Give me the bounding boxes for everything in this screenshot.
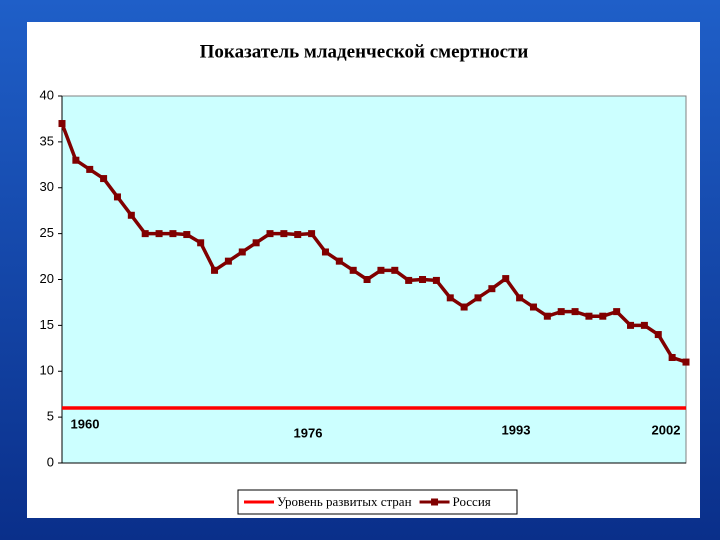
- data-point: [280, 230, 288, 238]
- data-point: [557, 308, 565, 316]
- y-tick-label: 40: [40, 87, 54, 102]
- data-point: [627, 321, 635, 329]
- data-point: [391, 266, 399, 274]
- data-point: [141, 230, 149, 238]
- data-point: [682, 358, 690, 366]
- data-point: [72, 156, 80, 164]
- data-point: [599, 312, 607, 320]
- data-point: [516, 294, 524, 302]
- plot-area: [61, 95, 687, 464]
- data-point: [502, 275, 510, 283]
- data-point: [211, 266, 219, 274]
- data-point: [58, 120, 66, 128]
- legend-label: Россия: [453, 494, 491, 509]
- y-tick-label: 30: [40, 179, 54, 194]
- data-point: [668, 353, 676, 361]
- y-tick-label: 10: [40, 363, 54, 378]
- y-tick-label: 0: [47, 454, 54, 469]
- data-point: [321, 248, 329, 256]
- data-point: [405, 276, 413, 284]
- data-point: [335, 257, 343, 265]
- data-point: [308, 230, 316, 238]
- data-point: [571, 308, 579, 316]
- data-point: [474, 294, 482, 302]
- legend-label: Уровень развитых стран: [277, 494, 412, 509]
- data-point: [86, 165, 94, 173]
- y-tick-label: 35: [40, 133, 54, 148]
- data-point: [377, 266, 385, 274]
- data-point: [238, 248, 246, 256]
- data-point: [252, 239, 260, 247]
- data-point: [446, 294, 454, 302]
- data-point: [224, 257, 232, 265]
- data-point: [183, 231, 191, 239]
- data-point: [419, 276, 427, 283]
- y-tick-label: 5: [47, 409, 54, 424]
- data-point: [113, 193, 121, 201]
- data-point: [266, 230, 274, 238]
- data-point: [100, 175, 108, 183]
- legend-box: [237, 489, 518, 515]
- series-line: [60, 122, 687, 364]
- data-point: [640, 321, 648, 329]
- data-point: [349, 266, 357, 274]
- year-annotation: 1993: [502, 422, 531, 437]
- data-point: [169, 230, 177, 238]
- chart-title: Показатель младенческой смертности: [200, 41, 529, 62]
- y-tick-label: 25: [40, 225, 54, 240]
- data-point: [654, 331, 662, 339]
- data-point: [488, 285, 496, 293]
- year-annotation: 2002: [652, 422, 681, 437]
- data-point: [543, 312, 551, 320]
- data-point: [613, 308, 621, 316]
- data-point: [294, 231, 302, 239]
- data-point: [529, 303, 537, 311]
- year-annotation: 1976: [294, 425, 323, 440]
- data-point: [460, 303, 468, 311]
- y-tick-label: 20: [40, 271, 54, 286]
- data-point: [432, 276, 440, 284]
- year-annotation: 1960: [71, 416, 100, 431]
- y-tick-label: 15: [40, 317, 54, 332]
- data-point: [585, 312, 593, 320]
- data-point: [197, 239, 205, 247]
- data-point: [363, 276, 371, 283]
- data-point: [127, 211, 135, 219]
- legend-marker: [431, 498, 439, 506]
- data-point: [155, 230, 163, 238]
